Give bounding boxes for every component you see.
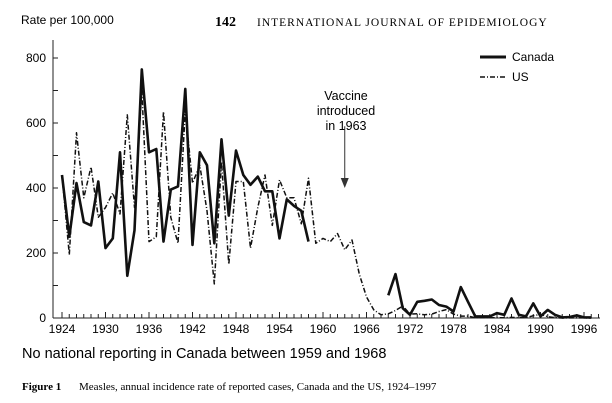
journal-title: INTERNATIONAL JOURNAL OF EPIDEMIOLOGY: [257, 17, 548, 29]
annotation-line-3: in 1963: [325, 119, 366, 133]
x-tick-label: 1990: [527, 322, 554, 336]
x-tick-label: 1996: [571, 322, 598, 336]
y-tick-label: 200: [26, 246, 46, 260]
x-tick-label: 1978: [440, 322, 467, 336]
caption-text: Measles, annual incidence rate of report…: [79, 381, 437, 393]
series-line-us: [61, 89, 592, 319]
reporting-note: No national reporting in Canada between …: [22, 346, 386, 362]
x-tick-label: 1924: [49, 322, 76, 336]
caption-label: Figure 1: [22, 381, 61, 393]
y-tick-label: 400: [26, 181, 46, 195]
annotation-arrow-head: [340, 178, 349, 188]
x-tick-label: 1936: [136, 322, 163, 336]
x-tick-label: 1954: [266, 322, 293, 336]
x-tick-label: 1930: [92, 322, 119, 336]
x-tick-label: 1984: [484, 322, 511, 336]
x-tick-label: 1960: [310, 322, 337, 336]
y-tick-label: 600: [26, 116, 46, 130]
x-tick-label: 1948: [223, 322, 250, 336]
annotation-line-2: introduced: [317, 104, 375, 118]
page-number: 142: [215, 15, 236, 30]
annotation-line-1: Vaccine: [324, 89, 368, 103]
legend-label-canada: Canada: [512, 50, 554, 64]
x-tick-label: 1942: [179, 322, 206, 336]
y-tick-label: 0: [39, 311, 46, 325]
x-tick-label: 1966: [353, 322, 380, 336]
series-line-canada: [387, 272, 592, 319]
x-tick-label: 1972: [397, 322, 424, 336]
y-axis-label: Rate per 100,000: [21, 13, 114, 27]
vaccine-annotation: Vaccine introduced in 1963: [317, 89, 375, 188]
y-tick-label: 800: [26, 51, 46, 65]
series-line-canada: [60, 68, 310, 278]
legend-label-us: US: [512, 70, 529, 84]
legend: Canada US: [480, 50, 554, 84]
